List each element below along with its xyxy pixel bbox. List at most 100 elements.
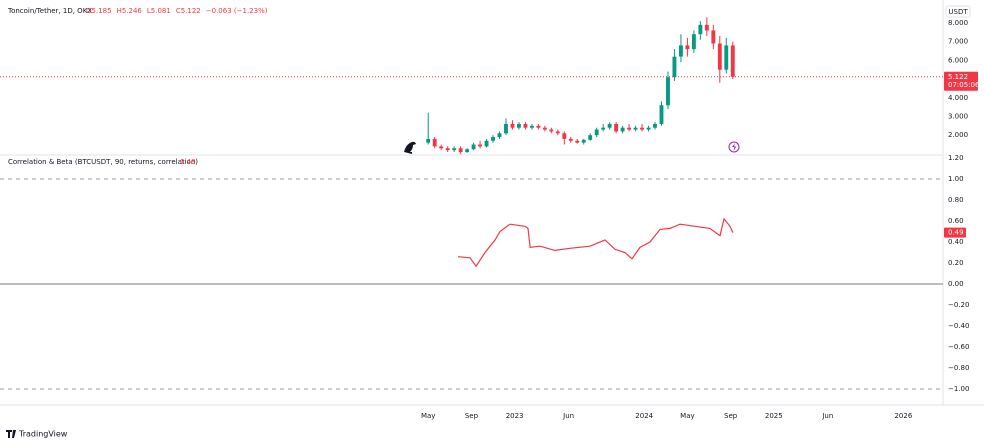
x-tick-label: Sep [724, 412, 738, 420]
candle-body [536, 125, 541, 128]
x-tick-label: 2026 [894, 412, 912, 420]
y-tick-label: 0.40 [948, 238, 964, 246]
unit-label[interactable]: USDT [948, 8, 968, 16]
ohlc-label: H5.246 [117, 7, 143, 15]
last-price-label: 5.122 [948, 73, 968, 81]
y-tick-label: −0.60 [948, 343, 969, 351]
candle-body [562, 133, 567, 139]
ohlc-label: O5.185 [86, 7, 112, 15]
x-tick-label: 2024 [635, 412, 653, 420]
y-tick-label: 1.20 [948, 154, 964, 162]
candle-body [497, 133, 502, 138]
y-tick-label: 6.000 [948, 56, 968, 64]
footer: TradingView [6, 430, 68, 439]
candle-body [575, 140, 580, 143]
x-tick-label: 2023 [506, 412, 524, 420]
indicator-value: 0.49 [180, 158, 196, 166]
y-tick-label: 2.000 [948, 131, 968, 139]
candle-body [568, 138, 573, 141]
candle-body [659, 105, 664, 124]
candle-body [711, 30, 716, 44]
y-tick-label: 7.000 [948, 38, 968, 46]
candle-body [627, 127, 632, 130]
brand-name: TradingView [18, 430, 68, 439]
symbol-title: Toncoin/Tether, 1D, OKX [7, 7, 92, 15]
y-tick-label: 1.00 [948, 175, 964, 183]
candle-body [529, 125, 534, 128]
candle-body [549, 129, 554, 132]
last-value-label: 0.49 [948, 229, 964, 237]
candle-body [581, 139, 586, 143]
candle-body [491, 137, 495, 141]
tradingview-mascot [404, 141, 416, 154]
countdown-label: 07:05:06 [948, 81, 980, 89]
candle-body [685, 45, 690, 50]
candle-body [724, 45, 729, 70]
ohlc-label: −0.063 (−1.23%) [206, 7, 268, 15]
candle-body [653, 123, 657, 128]
candle-body [640, 127, 644, 130]
candle-body [730, 45, 735, 77]
last-value-box [944, 227, 966, 238]
y-tick-label: −0.80 [948, 364, 969, 372]
last-price-box [944, 71, 978, 91]
candle-body [426, 138, 431, 143]
candle-body [510, 123, 515, 128]
candle-body [672, 56, 677, 78]
ohlc-label: L5.081 [147, 7, 171, 15]
candle-body [523, 123, 528, 128]
x-tick-label: Sep [465, 412, 479, 420]
x-tick-label: 2025 [765, 412, 783, 420]
candle-body [484, 140, 489, 147]
brand-logo [6, 430, 16, 438]
ohlc-label: C5.122 [176, 7, 201, 15]
y-tick-label: 4.000 [948, 94, 968, 102]
candle-body [704, 24, 709, 31]
unit-box[interactable] [945, 5, 971, 18]
x-tick-label: Jun [821, 412, 833, 420]
candle-body [666, 77, 670, 106]
candle-body [588, 135, 593, 140]
candle-body [633, 127, 638, 130]
candle-body [504, 123, 508, 134]
y-tick-label: 8.000 [948, 19, 968, 27]
candle-body [432, 138, 437, 147]
candle-body [542, 127, 547, 130]
correlation-line [457, 217, 734, 268]
y-tick-label: 3.000 [948, 112, 968, 120]
y-tick-label: 0.20 [948, 259, 964, 267]
indicator-title: Correlation & Beta (BTCUSDT, 90, returns… [8, 158, 198, 166]
y-tick-label: −0.20 [948, 301, 969, 309]
x-tick-label: May [680, 412, 694, 420]
candle-body [691, 34, 696, 50]
candle-body [471, 144, 476, 150]
candle-body [678, 45, 683, 57]
y-tick-label: −1.00 [948, 385, 969, 393]
y-tick-label: 0.80 [948, 196, 964, 204]
candle-body [601, 127, 606, 130]
x-tick-label: Jun [562, 412, 574, 420]
candle-body [555, 131, 560, 134]
candle-body [465, 149, 470, 153]
candle-body [478, 144, 483, 147]
candle-body [620, 127, 625, 132]
candle-body [516, 123, 521, 128]
event-icon-bolt [732, 143, 737, 151]
candle-body [445, 148, 450, 151]
candle-body [607, 123, 612, 128]
x-tick-label: May [421, 412, 435, 420]
y-tick-label: 0.00 [948, 280, 964, 288]
candle-body [614, 123, 619, 132]
y-tick-label: 0.60 [948, 217, 964, 225]
header: Toncoin/Tether, 1D, OKX O5.185 H5.246 L5.0… [7, 7, 268, 15]
candle-body [717, 43, 722, 70]
candle-body [439, 146, 444, 149]
event-icon[interactable] [728, 141, 740, 153]
candle-body [458, 148, 463, 153]
candle-body [646, 127, 651, 130]
candle-body [698, 24, 703, 35]
candle-body [594, 129, 599, 136]
y-tick-label: −0.40 [948, 322, 969, 330]
